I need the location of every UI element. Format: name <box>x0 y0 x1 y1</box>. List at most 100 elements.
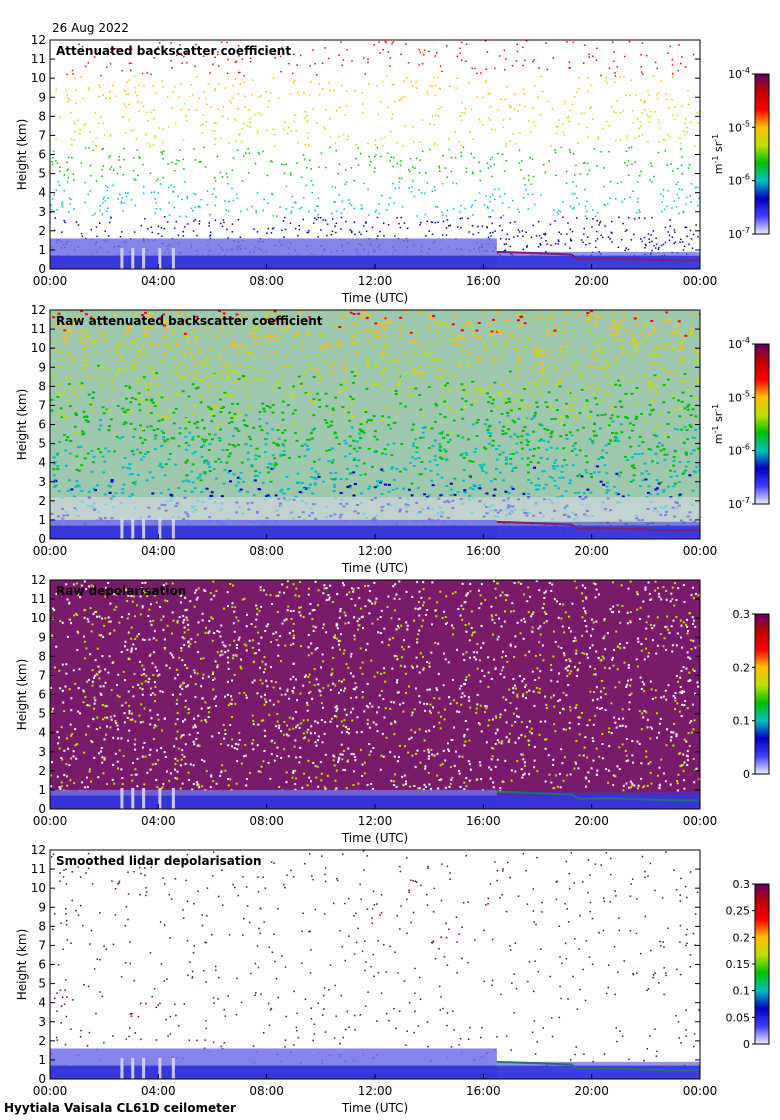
x-tick-label: 12:00 <box>358 1084 393 1098</box>
colorbar: 10-4 10-5 10-6 10-7 m-1 sr-1 <box>711 336 770 511</box>
y-tick-label: 2 <box>38 494 46 508</box>
y-tick-label: 3 <box>38 205 46 219</box>
y-tick-label: 10 <box>31 341 46 355</box>
x-tick-label: 08:00 <box>249 814 284 828</box>
colorbar-tick-label: 10-5 <box>728 389 750 404</box>
colorbar-gradient <box>754 613 770 775</box>
y-tick-label: 0 <box>38 802 46 816</box>
y-tick-label: 0 <box>38 532 46 546</box>
x-axis-label: Time (UTC) <box>341 831 408 845</box>
x-tick-label: 00:00 <box>33 1084 68 1098</box>
x-axis-label: Time (UTC) <box>341 561 408 575</box>
plot-area <box>50 850 700 1079</box>
x-tick-label: 00:00 <box>33 274 68 288</box>
x-tick-label: 12:00 <box>358 274 393 288</box>
panel-title: Smoothed lidar depolarisation <box>56 854 262 868</box>
colorbar-tick-label: 0.1 <box>733 715 751 728</box>
y-axis-label: Height (km) <box>15 659 29 730</box>
panel-title: Attenuated backscatter coefficient <box>56 44 291 58</box>
x-tick-label: 20:00 <box>574 1084 609 1098</box>
y-tick-label: 0 <box>38 262 46 276</box>
colorbar-tick-label: 10-4 <box>728 336 750 351</box>
y-tick-label: 6 <box>38 148 46 162</box>
y-tick-label: 12 <box>31 843 46 857</box>
y-tick-label: 3 <box>38 745 46 759</box>
y-tick-label: 8 <box>38 109 46 123</box>
y-tick-label: 4 <box>38 996 46 1010</box>
noise-fill <box>50 580 700 809</box>
colorbar-tick-label: 0.25 <box>726 905 751 918</box>
plot-area <box>50 40 700 269</box>
y-tick-label: 3 <box>38 1015 46 1029</box>
x-tick-label: 00:00 <box>683 1084 718 1098</box>
colorbar-tick-label: 0.05 <box>726 1011 751 1024</box>
x-tick-label: 00:00 <box>33 544 68 558</box>
panel-1: Attenuated backscatter coefficient012345… <box>15 33 770 305</box>
colorbar-tick-label: 0.15 <box>726 958 751 971</box>
colorbar-tick-label: 0.3 <box>733 608 751 621</box>
x-tick-label: 04:00 <box>141 274 176 288</box>
x-tick-label: 08:00 <box>249 1084 284 1098</box>
x-tick-label: 00:00 <box>683 544 718 558</box>
colorbar-tick-label: 10-6 <box>728 443 750 458</box>
y-tick-label: 5 <box>38 707 46 721</box>
colorbar-tick-label: 0.1 <box>733 985 751 998</box>
x-axis-label: Time (UTC) <box>341 1101 408 1115</box>
y-tick-label: 10 <box>31 881 46 895</box>
plot-area <box>50 310 700 539</box>
y-tick-label: 10 <box>31 71 46 85</box>
colorbar-tick-label: 10-7 <box>728 496 750 511</box>
y-tick-label: 6 <box>38 688 46 702</box>
colorbar-tick-label: 0 <box>743 768 750 781</box>
x-axis-label: Time (UTC) <box>341 291 408 305</box>
y-tick-label: 8 <box>38 379 46 393</box>
panel-title: Raw depolarisation <box>56 584 186 598</box>
colorbar-tick-label: 10-4 <box>728 66 750 81</box>
y-tick-label: 2 <box>38 224 46 238</box>
y-tick-label: 1 <box>38 783 46 797</box>
colorbar-gradient <box>754 883 770 1045</box>
x-tick-label: 04:00 <box>141 544 176 558</box>
y-tick-label: 12 <box>31 303 46 317</box>
y-tick-label: 9 <box>38 90 46 104</box>
colorbar-gradient <box>754 73 770 235</box>
y-tick-label: 7 <box>38 938 46 952</box>
y-tick-label: 1 <box>38 513 46 527</box>
y-axis-label: Height (km) <box>15 119 29 190</box>
x-tick-label: 08:00 <box>249 544 284 558</box>
panel-4: Smoothed lidar depolarisation01234567891… <box>15 843 770 1115</box>
colorbar-tick-label: 10-7 <box>728 226 750 241</box>
y-tick-label: 7 <box>38 668 46 682</box>
y-tick-label: 9 <box>38 630 46 644</box>
x-tick-label: 04:00 <box>141 1084 176 1098</box>
x-tick-label: 04:00 <box>141 814 176 828</box>
x-tick-label: 00:00 <box>683 274 718 288</box>
x-tick-label: 16:00 <box>466 544 501 558</box>
x-tick-label: 20:00 <box>574 274 609 288</box>
y-tick-label: 5 <box>38 437 46 451</box>
y-tick-label: 5 <box>38 167 46 181</box>
colorbar: 0.3 0.2 0.1 0 <box>733 608 770 781</box>
plot-area <box>50 580 700 809</box>
y-tick-label: 5 <box>38 977 46 991</box>
x-tick-label: 16:00 <box>466 814 501 828</box>
y-tick-label: 9 <box>38 360 46 374</box>
plot-background <box>50 850 700 1079</box>
panel-title: Raw attenuated backscatter coefficient <box>56 314 323 328</box>
y-tick-label: 11 <box>31 52 46 66</box>
colorbar-tick-label: 0.2 <box>733 931 751 944</box>
colorbar-tick-label: 0.3 <box>733 878 751 891</box>
panel-2: Raw attenuated backscatter coefficient 0 1… <box>15 303 770 575</box>
x-tick-label: 12:00 <box>358 544 393 558</box>
y-tick-label: 10 <box>31 611 46 625</box>
y-tick-label: 1 <box>38 1053 46 1067</box>
colorbar-tick-label: 10-6 <box>728 173 750 188</box>
colorbar-tick-label: 0.2 <box>733 661 751 674</box>
y-tick-label: 6 <box>38 418 46 432</box>
y-tick-label: 8 <box>38 919 46 933</box>
y-tick-label: 0 <box>38 1072 46 1086</box>
y-tick-label: 4 <box>38 186 46 200</box>
y-tick-label: 7 <box>38 128 46 142</box>
colorbar-unit-label: m-1 sr-1 <box>711 404 725 444</box>
